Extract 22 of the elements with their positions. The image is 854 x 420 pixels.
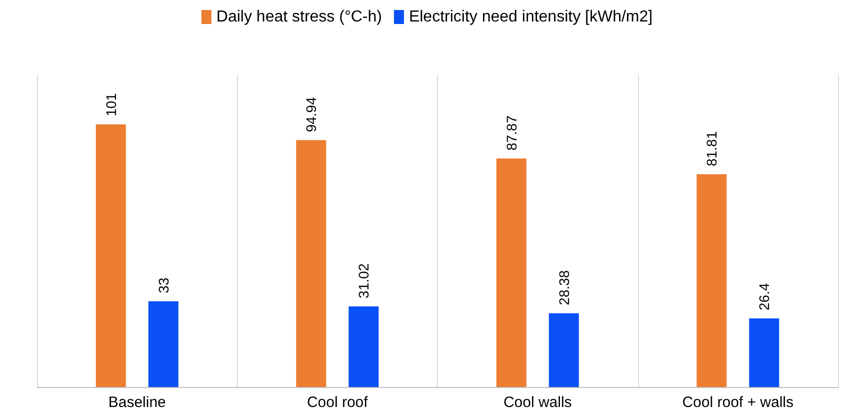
data-label: 101 (102, 92, 119, 116)
bar (296, 140, 326, 387)
bar (749, 318, 780, 387)
data-label: 33 (155, 277, 172, 294)
data-label: 28.38 (556, 270, 572, 306)
x-tick-label: Cool roof (306, 394, 369, 411)
bar (696, 174, 727, 387)
data-label: 94.94 (303, 96, 320, 132)
bar (96, 124, 126, 387)
x-tick-label: Baseline (108, 394, 166, 411)
data-label: 87.87 (503, 115, 520, 151)
x-tick-label: Cool roof + walls (682, 394, 794, 411)
bar (148, 301, 178, 387)
legend-label: Electricity need intensity [kWh/m2] (408, 8, 653, 26)
bar (348, 306, 379, 387)
x-tick-label: Cool walls (503, 394, 572, 411)
bar (496, 158, 526, 387)
legend-label: Daily heat stress (°C-h) (216, 8, 382, 26)
bar (548, 313, 579, 387)
data-label: 81.81 (704, 131, 720, 166)
data-label: 26.4 (756, 282, 772, 310)
data-label: 31.02 (356, 263, 372, 298)
